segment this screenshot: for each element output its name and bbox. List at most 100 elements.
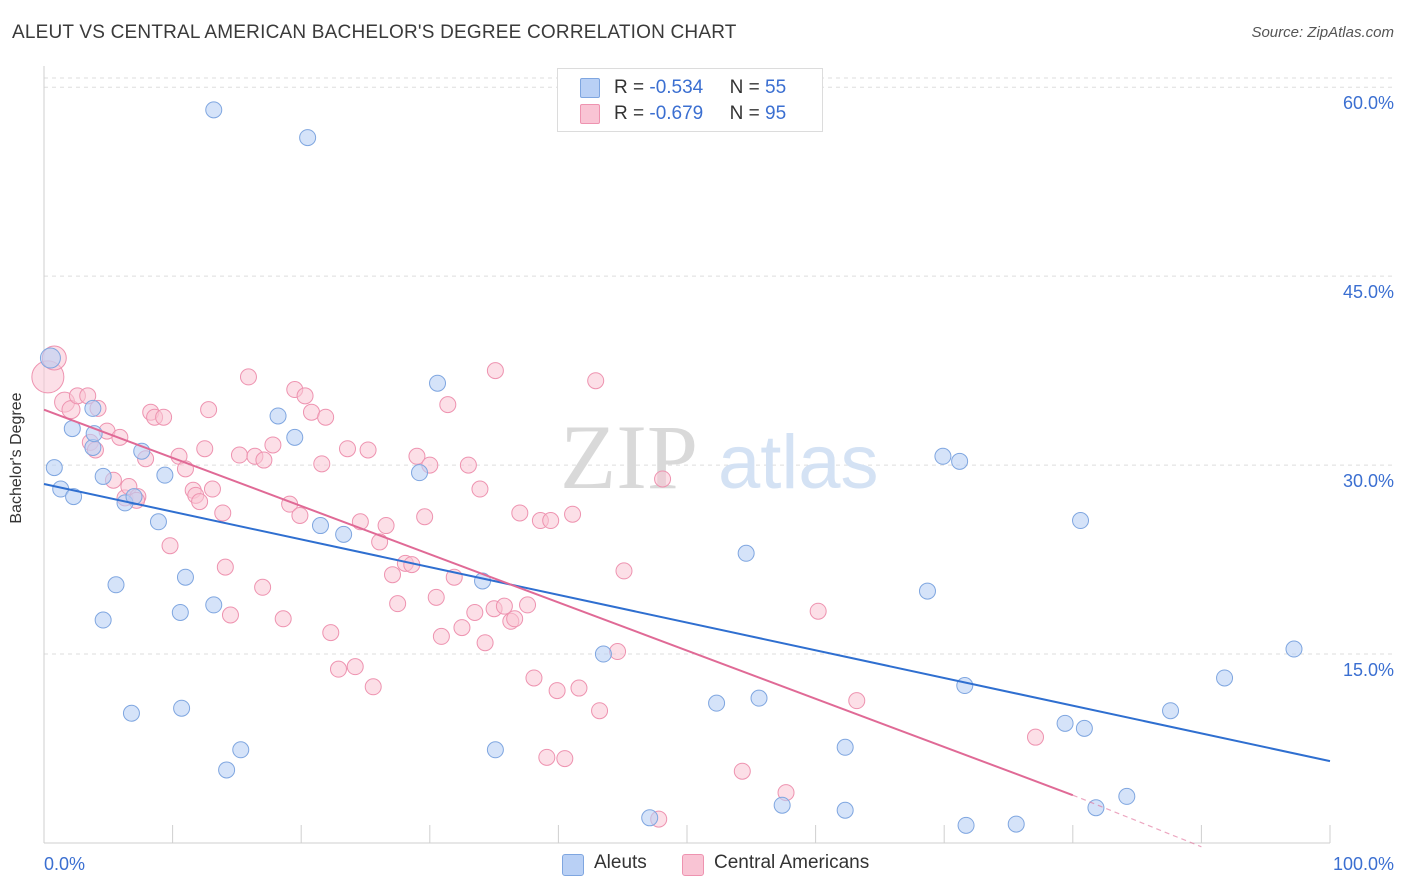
central-americans-point <box>538 748 556 766</box>
aleuts-point <box>1056 714 1074 732</box>
aleuts-point <box>411 464 429 482</box>
central-americans-point <box>495 597 513 615</box>
aleuts-point <box>205 101 223 119</box>
central-americans-point <box>506 610 524 628</box>
bottom-legend-label-central-americans: Central Americans <box>714 852 870 873</box>
central-americans-point <box>384 566 402 584</box>
central-americans-point <box>570 679 588 697</box>
central-americans-point <box>239 368 257 386</box>
watermark: ZIP atlas <box>560 406 879 508</box>
central-americans-point <box>432 627 450 645</box>
legend-n-label: N = <box>729 103 766 124</box>
aleuts-point <box>1075 719 1093 737</box>
central-americans-point <box>377 517 395 535</box>
central-americans-point <box>476 634 494 652</box>
central-americans-point <box>439 396 457 414</box>
y-tick-label: 45.0% <box>1343 282 1394 302</box>
central-americans-point <box>486 362 504 380</box>
source-label: Source: ZipAtlas.com <box>1251 24 1394 41</box>
central-americans-point <box>196 440 214 458</box>
aleuts-trend-line <box>43 483 1331 763</box>
central-americans-point <box>615 562 633 580</box>
aleuts-point <box>951 452 969 470</box>
central-americans-point <box>654 470 672 488</box>
central-americans-point <box>317 408 335 426</box>
chart-title: ALEUT VS CENTRAL AMERICAN BACHELOR'S DEG… <box>12 22 737 43</box>
central-americans-point <box>291 506 309 524</box>
aleuts-point <box>1087 799 1105 817</box>
aleuts-point <box>84 399 102 417</box>
central-americans-point <box>1027 728 1045 746</box>
central-americans-point <box>733 762 751 780</box>
aleuts-point <box>94 611 112 629</box>
central-americans-point <box>214 504 232 522</box>
central-americans-point <box>416 508 434 526</box>
central-americans-point <box>302 403 320 421</box>
aleuts-point <box>836 801 854 819</box>
y-tick-label: 15.0% <box>1343 660 1394 680</box>
aleuts-point <box>750 689 768 707</box>
tick-labels: 15.0% 30.0% 45.0% 60.0% 0.0% 100.0% <box>44 93 1394 874</box>
watermark-atlas: atlas <box>718 420 879 505</box>
aleuts-point <box>429 374 447 392</box>
central-americans-point <box>809 602 827 620</box>
aleuts-point <box>836 738 854 756</box>
central-americans-point <box>346 658 364 676</box>
central-americans-point <box>296 387 314 405</box>
central-americans-point <box>230 446 248 464</box>
central-americans-point <box>548 682 566 700</box>
y-axis-label: Bachelor's Degree <box>8 392 25 524</box>
aleuts-point <box>957 816 975 834</box>
aleuts-point <box>45 459 63 477</box>
bottom-legend-label-aleuts: Aleuts <box>594 852 647 873</box>
central-americans-point <box>453 619 471 637</box>
watermark-zip: ZIP <box>560 406 698 508</box>
aleuts-point <box>286 428 304 446</box>
aleuts-point <box>641 809 659 827</box>
legend-r-value: -0.534 <box>649 77 704 98</box>
central-americans-point <box>542 512 560 530</box>
aleuts-point <box>176 568 194 586</box>
aleuts-point <box>173 699 191 717</box>
legend-swatch-aleuts <box>580 78 600 98</box>
aleuts-point <box>107 576 125 594</box>
central-americans-point <box>203 480 221 498</box>
aleuts-point <box>171 603 189 621</box>
legend-n-label: N = <box>729 77 766 98</box>
central-americans-point <box>466 603 484 621</box>
aleuts-point <box>1072 512 1090 530</box>
central-americans-point <box>155 408 173 426</box>
central-americans-point <box>264 436 282 454</box>
bottom-legend-swatch-central-americans <box>682 854 704 876</box>
trend-lines <box>43 408 1331 848</box>
aleuts-point <box>156 466 174 484</box>
legend-r-label: R = <box>614 77 650 98</box>
legend-n-value: 95 <box>765 103 787 124</box>
bottom-legend-swatch-aleuts <box>562 854 584 876</box>
central-americans-point <box>389 595 407 613</box>
central-americans-point <box>459 456 477 474</box>
aleuts-point <box>737 544 755 562</box>
x-tick-label: 0.0% <box>44 854 85 874</box>
aleuts-point <box>65 488 83 506</box>
central-americans-point <box>274 610 292 628</box>
aleuts-point <box>956 677 974 695</box>
central-americans-trend-extension <box>1072 794 1202 848</box>
central-americans-point <box>848 692 866 710</box>
legend-swatch-central-americans <box>580 104 600 124</box>
aleuts-point <box>269 407 287 425</box>
aleuts-points <box>39 101 1303 834</box>
central-americans-point <box>471 480 489 498</box>
central-americans-point <box>525 669 543 687</box>
legend-r-label: R = <box>614 103 650 124</box>
aleuts-point <box>1162 702 1180 720</box>
aleuts-point <box>232 741 250 759</box>
central-americans-point <box>322 624 340 642</box>
aleuts-point <box>918 582 936 600</box>
central-americans-point <box>161 537 179 555</box>
central-americans-point <box>564 505 582 523</box>
y-tick-label: 60.0% <box>1343 93 1394 113</box>
grid-lines <box>44 77 1394 655</box>
aleuts-point <box>94 467 112 485</box>
